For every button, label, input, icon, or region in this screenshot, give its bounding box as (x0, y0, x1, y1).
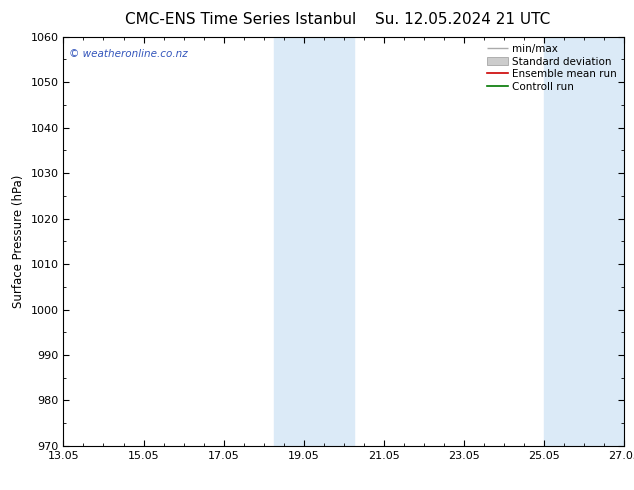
Bar (274, 37, 354, 446)
Text: © weatheronline.co.nz: © weatheronline.co.nz (69, 49, 188, 59)
Bar (545, 37, 624, 446)
Text: CMC-ENS Time Series Istanbul: CMC-ENS Time Series Istanbul (126, 12, 356, 27)
Text: Su. 12.05.2024 21 UTC: Su. 12.05.2024 21 UTC (375, 12, 550, 27)
Y-axis label: Surface Pressure (hPa): Surface Pressure (hPa) (12, 174, 25, 308)
Legend: min/max, Standard deviation, Ensemble mean run, Controll run: min/max, Standard deviation, Ensemble me… (486, 42, 619, 94)
